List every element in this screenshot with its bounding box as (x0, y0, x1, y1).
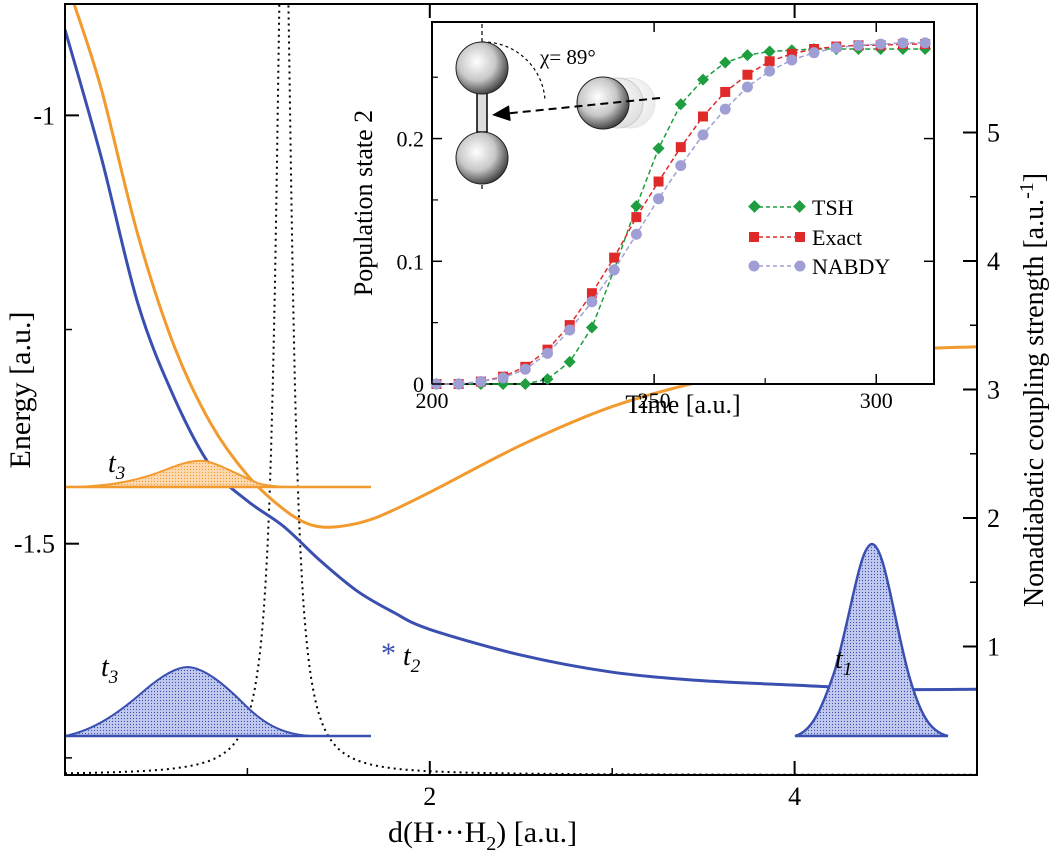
inset-y-tick-label: 0.2 (397, 127, 425, 152)
data-point (852, 39, 864, 51)
nonadiabatic-coupling-series (65, 4, 977, 775)
data-point (475, 376, 487, 388)
inset-series (430, 37, 932, 390)
inset-x-tick-label: 250 (638, 388, 671, 413)
molecule-illustration: χ= 89° (455, 24, 661, 190)
data-point (674, 98, 687, 111)
data-point (786, 54, 798, 66)
data-point (542, 347, 554, 359)
data-point (586, 288, 597, 299)
label-t2: t2 (403, 641, 421, 677)
inset-x-tick-label: 200 (416, 388, 449, 413)
data-point (586, 296, 598, 308)
inset-x-axis-label: Time [a.u.] (625, 390, 740, 419)
data-point (919, 37, 931, 49)
inset-y-tick-label: 0.1 (397, 249, 425, 274)
molecule-bond (476, 91, 488, 133)
data-point (719, 56, 732, 69)
y-right-tick-label: 2 (987, 504, 1000, 533)
wave-packets (64, 459, 949, 738)
inset-y-tick-label: 0 (413, 372, 424, 397)
data-point (697, 129, 709, 141)
data-point (830, 42, 842, 54)
inset-series-nabdy (430, 37, 931, 390)
inset-chart: χ= 89° 200 250 300 0 0.1 0.2 TSH Exact (349, 21, 935, 419)
inset-y-axis-label: Population state 2 (349, 110, 378, 296)
y-right-tick-label: 3 (987, 376, 1000, 405)
data-point (719, 103, 731, 115)
data-point (763, 45, 776, 58)
data-point (608, 264, 620, 276)
series-line (436, 48, 926, 385)
label-t3-blue: t3 (101, 652, 118, 688)
legend-label-nabdy: NABDY (812, 254, 890, 279)
legend-item-nabdy: NABDY (748, 254, 890, 279)
lower-state-series (65, 29, 977, 692)
y-right-tick-label: 5 (987, 119, 1000, 148)
angle-label: χ= 89° (539, 45, 596, 69)
data-point (563, 355, 576, 368)
data-point (741, 81, 753, 93)
data-point (453, 378, 465, 390)
data-point (519, 363, 531, 375)
orange-packet-t3 (64, 459, 296, 488)
y-right-tick-label: 1 (987, 633, 1000, 662)
legend-item-exact: Exact (749, 225, 862, 250)
inset-frame (431, 21, 935, 385)
data-point (808, 47, 820, 59)
t2-marker: * (381, 637, 396, 670)
x-axis-label: d(H···H2) [a.u.] (388, 816, 577, 855)
data-point (630, 200, 643, 213)
inset-axes: 200 250 300 0 0.1 0.2 (397, 22, 934, 413)
data-point (675, 142, 686, 153)
data-point (631, 212, 642, 223)
series-line (436, 42, 926, 385)
h-atom-top (455, 41, 509, 95)
data-point (519, 378, 532, 390)
y-axis-label-left: Energy [a.u.] (4, 312, 37, 469)
data-point (875, 38, 887, 50)
legend-label-tsh: TSH (812, 195, 854, 220)
legend-label-exact: Exact (812, 225, 862, 250)
data-point (696, 73, 709, 86)
data-point (742, 69, 753, 80)
blue-packet-t3 (64, 665, 311, 737)
data-point (675, 160, 687, 172)
data-point (541, 373, 554, 386)
main-axes: 2 4 -1 -1.5 1 2 3 4 5 (14, 4, 1000, 811)
y-right-tick-label: 4 (987, 247, 1000, 276)
data-point (653, 193, 665, 205)
blue-packet-t1 (794, 542, 949, 738)
y-axis-label-right: Nonadiabatic coupling strength [a.u.-1] (1016, 173, 1050, 607)
inset-x-tick-label: 300 (860, 388, 893, 413)
data-point (497, 372, 509, 384)
y-left-tick-label: -1.5 (14, 530, 55, 559)
x-tick-label: 4 (788, 782, 801, 811)
label-t1: t1 (835, 644, 852, 680)
main-annotations: t3 t3 * t2 t1 (101, 448, 852, 688)
data-point (764, 56, 775, 67)
data-point (652, 142, 665, 155)
label-t3-orange: t3 (108, 448, 125, 484)
data-point (630, 228, 642, 240)
data-point (786, 48, 797, 59)
data-point (720, 86, 731, 97)
data-point (564, 324, 576, 336)
approach-arrow (491, 97, 661, 122)
data-point (741, 49, 754, 62)
x-tick-label: 2 (423, 782, 436, 811)
data-point (697, 111, 708, 122)
y-left-tick-label: -1 (33, 101, 55, 130)
data-point (609, 252, 620, 263)
data-point (653, 176, 664, 187)
data-point (764, 65, 776, 77)
data-point (897, 37, 909, 49)
data-point (585, 321, 598, 334)
h-atom-bottom (455, 131, 509, 185)
